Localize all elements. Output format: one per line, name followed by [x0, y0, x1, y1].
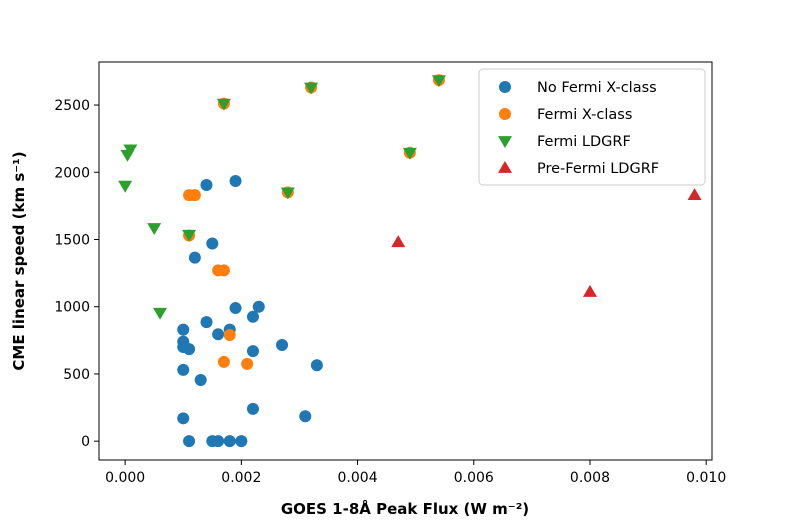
y-axis-label: CME linear speed (km s⁻¹) — [10, 151, 28, 370]
y-axis-ticks: 0 500 1000 1500 2000 2500 — [54, 98, 99, 450]
x-tick-label: 0.004 — [338, 470, 378, 486]
point-no-fermi-x-class — [206, 237, 219, 250]
point-pre-fermi-ldgrf — [687, 188, 702, 201]
point-no-fermi-x-class — [229, 302, 242, 315]
point-no-fermi-x-class — [183, 435, 196, 448]
y-tick-label: 500 — [63, 367, 90, 383]
point-pre-fermi-ldgrf — [391, 235, 406, 248]
x-axis-ticks: 0.000 0.002 0.004 0.006 0.008 0.010 — [105, 460, 726, 486]
point-no-fermi-x-class — [235, 435, 248, 448]
x-tick-label: 0.002 — [221, 470, 261, 486]
point-no-fermi-x-class — [229, 174, 242, 187]
legend-label-2: Fermi LDGRF — [537, 134, 631, 150]
x-tick-label: 0.008 — [570, 470, 610, 486]
point-fermi-ldgrf — [431, 75, 446, 88]
legend-marker-3 — [498, 161, 512, 173]
point-fermi-x-class — [217, 355, 230, 368]
x-tick-label: 0.006 — [454, 470, 494, 486]
point-no-fermi-x-class — [246, 345, 259, 358]
y-tick-label: 1000 — [54, 300, 90, 316]
y-tick-label: 2500 — [54, 98, 90, 114]
legend-box — [478, 68, 706, 186]
point-no-fermi-x-class — [246, 310, 259, 323]
point-no-fermi-x-class — [252, 300, 265, 313]
y-tick-label: 0 — [81, 434, 90, 450]
point-no-fermi-x-class — [212, 435, 225, 448]
point-no-fermi-x-class — [246, 402, 259, 415]
point-fermi-ldgrf — [402, 147, 417, 160]
point-no-fermi-x-class — [183, 343, 196, 356]
point-no-fermi-x-class — [223, 435, 236, 448]
point-no-fermi-x-class — [200, 179, 213, 192]
point-fermi-x-class — [188, 189, 201, 202]
point-fermi-ldgrf — [153, 307, 168, 320]
legend: No Fermi X-class Fermi X-class Fermi LDGRF… — [478, 68, 706, 186]
legend-label-1: Fermi X-class — [537, 107, 632, 123]
y-tick-label: 1500 — [54, 232, 90, 248]
point-fermi-x-class — [241, 357, 254, 370]
point-fermi-ldgrf — [280, 187, 295, 200]
point-fermi-ldgrf — [304, 82, 319, 95]
point-fermi-ldgrf — [147, 223, 162, 236]
point-no-fermi-x-class — [177, 323, 190, 336]
point-no-fermi-x-class — [177, 412, 190, 425]
y-tick-label: 2000 — [54, 165, 90, 181]
point-fermi-ldgrf — [118, 180, 133, 193]
legend-label-3: Pre-Fermi LDGRF — [537, 161, 659, 177]
x-tick-label: 0.000 — [105, 470, 145, 486]
point-fermi-ldgrf — [182, 229, 197, 242]
point-no-fermi-x-class — [212, 328, 225, 341]
point-no-fermi-x-class — [310, 359, 323, 372]
legend-label-0: No Fermi X-class — [537, 80, 657, 96]
point-fermi-ldgrf — [120, 149, 135, 162]
point-no-fermi-x-class — [200, 316, 213, 329]
point-fermi-x-class — [217, 264, 230, 277]
x-tick-label: 0.010 — [686, 470, 726, 486]
legend-marker-2 — [498, 136, 512, 148]
x-axis-label: GOES 1-8Å Peak Flux (W m⁻²) — [281, 499, 529, 518]
legend-marker-0 — [499, 81, 511, 93]
plot-frame — [98, 61, 713, 461]
point-no-fermi-x-class — [194, 373, 207, 386]
data-points — [118, 74, 702, 448]
point-no-fermi-x-class — [177, 363, 190, 376]
point-pre-fermi-ldgrf — [582, 284, 597, 297]
point-no-fermi-x-class — [276, 339, 289, 352]
legend-marker-1 — [499, 108, 511, 120]
point-no-fermi-x-class — [299, 410, 312, 423]
point-fermi-x-class — [223, 328, 236, 341]
point-fermi-ldgrf — [216, 98, 231, 111]
point-no-fermi-x-class — [188, 251, 201, 264]
